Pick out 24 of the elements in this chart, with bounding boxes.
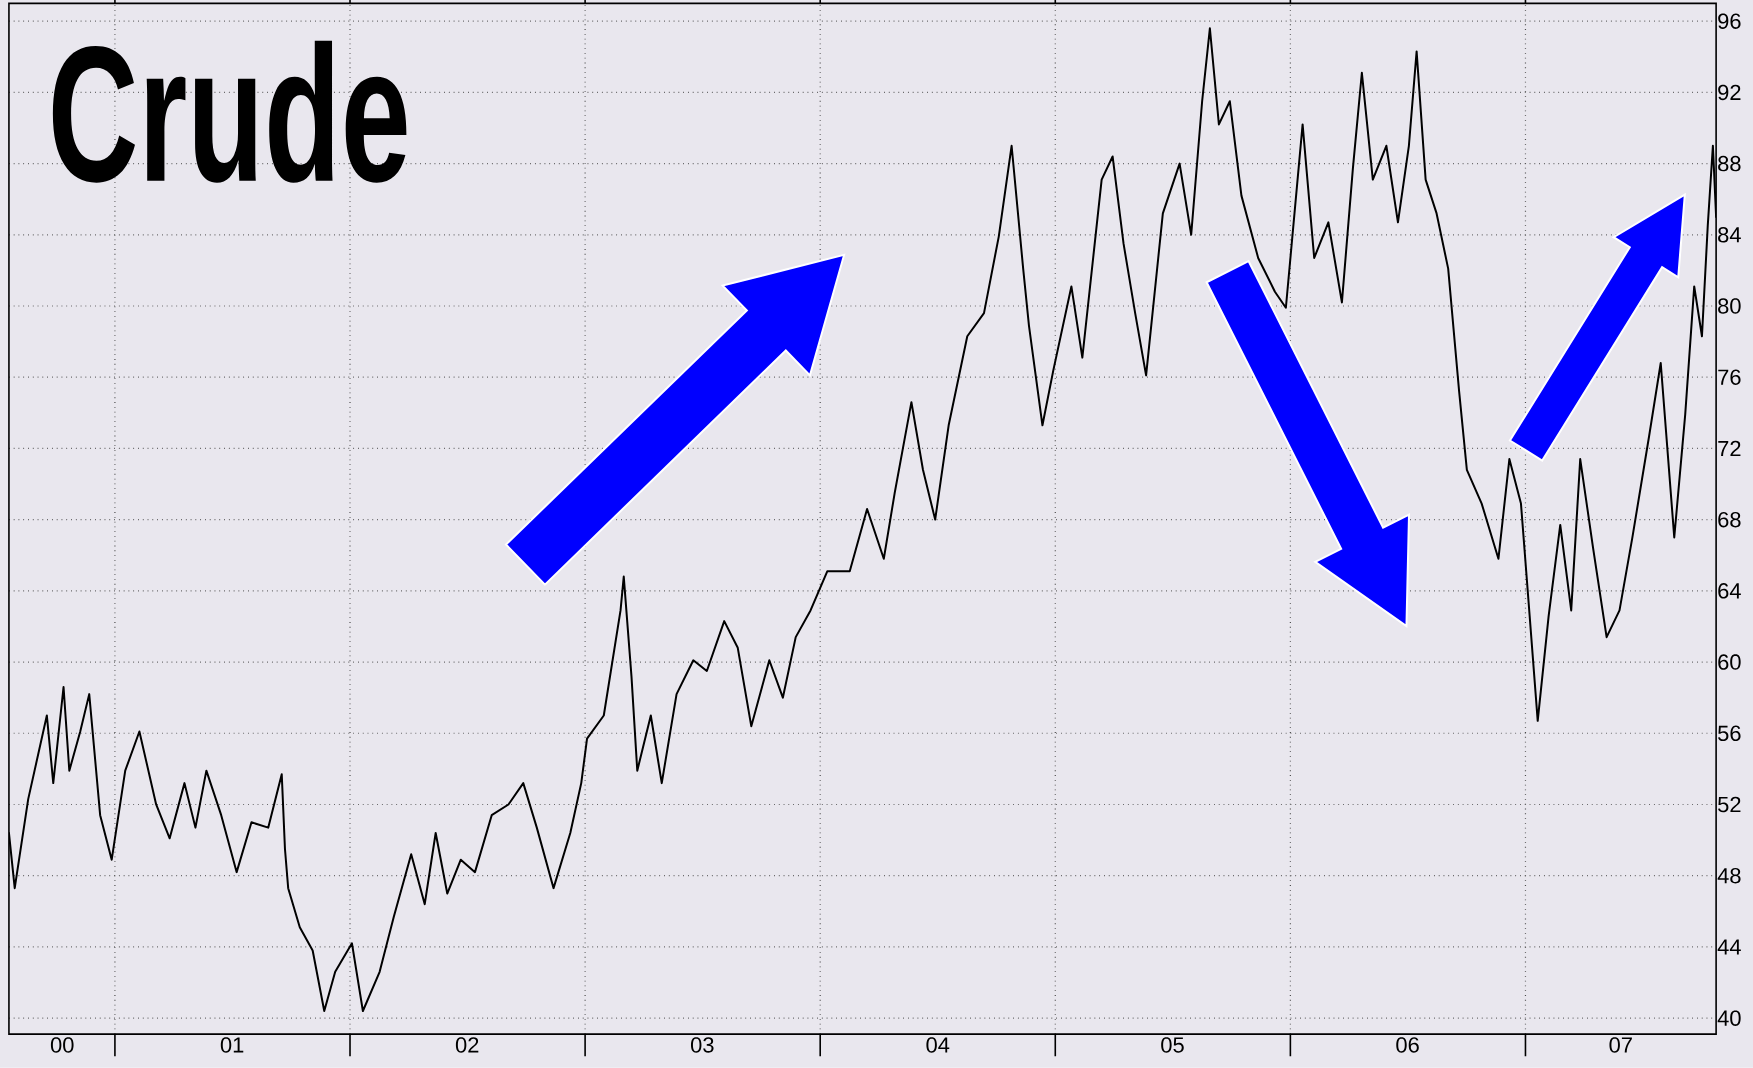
y-tick-label: 72 — [1718, 440, 1741, 457]
x-tick-label: 04 — [926, 1037, 950, 1053]
y-tick-label: 52 — [1718, 796, 1741, 813]
y-tick-label: 64 — [1718, 583, 1741, 599]
y-tick-label: 96 — [1718, 13, 1741, 30]
y-tick-label: 84 — [1718, 227, 1741, 243]
y-tick-label: 76 — [1718, 369, 1741, 386]
y-tick-label: 92 — [1718, 84, 1741, 101]
chart-title: Crude — [52, 40, 407, 183]
y-tick-label: 68 — [1718, 512, 1741, 528]
y-tick-label: 40 — [1717, 1010, 1741, 1027]
x-tick-label: 01 — [220, 1037, 244, 1053]
y-tick-label: 56 — [1718, 725, 1741, 742]
y-tick-label: 88 — [1718, 156, 1741, 172]
x-tick-label: 02 — [455, 1037, 479, 1053]
x-tick-label: 05 — [1161, 1037, 1184, 1053]
y-tick-label: 80 — [1718, 298, 1741, 314]
y-tick-label: 48 — [1717, 868, 1741, 884]
x-tick-label: 03 — [690, 1037, 714, 1053]
y-tick-label: 60 — [1718, 654, 1741, 670]
x-tick-label: 06 — [1396, 1037, 1419, 1053]
x-tick-label: 00 — [50, 1037, 74, 1053]
y-tick-label: 44 — [1717, 939, 1741, 955]
x-tick-label: 07 — [1609, 1037, 1632, 1053]
